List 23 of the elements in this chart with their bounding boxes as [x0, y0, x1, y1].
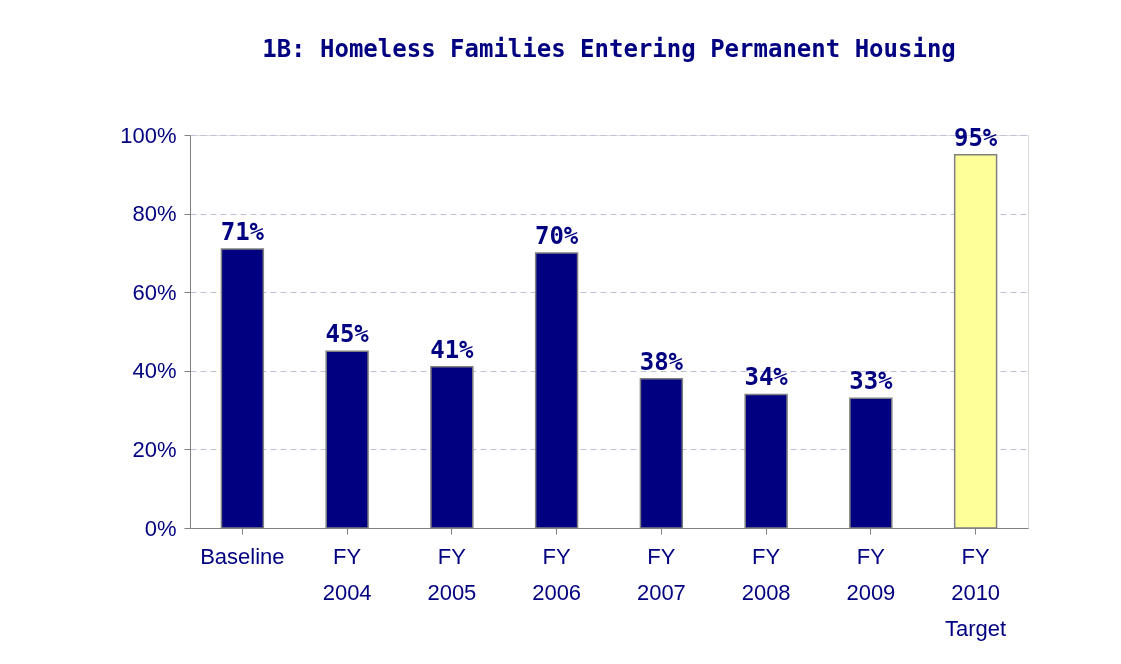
- data-label: 41%: [430, 335, 475, 364]
- x-tick-label: FY 2009: [846, 543, 896, 605]
- x-tick-label: FY 2008: [741, 543, 791, 605]
- x-tick-label: FY 2005: [427, 543, 477, 605]
- data-label: 70%: [534, 221, 579, 250]
- x-tick-label: FY 2007: [636, 543, 686, 605]
- data-label: 34%: [744, 363, 789, 392]
- x-tick-label: FY 2010 Target: [945, 543, 1007, 641]
- y-tick-label: 100%: [120, 122, 177, 148]
- data-label: 71%: [220, 217, 265, 246]
- y-tick-label: 80%: [132, 201, 177, 227]
- data-label: 33%: [849, 367, 894, 396]
- chart-title: 1B: Homeless Families Entering Permanent Housing: [262, 35, 956, 63]
- data-label: 95%: [953, 123, 998, 152]
- x-tick-label: FY 2006: [532, 543, 582, 605]
- y-tick-label: 20%: [132, 436, 177, 462]
- y-tick-label: 60%: [132, 279, 177, 305]
- y-tick-label: 40%: [132, 358, 177, 384]
- data-label: 38%: [639, 347, 684, 376]
- y-tick-label: 0%: [144, 515, 177, 541]
- data-label: 45%: [325, 320, 370, 349]
- x-tick-label: FY 2004: [322, 543, 372, 605]
- x-tick-label: Baseline: [200, 543, 285, 569]
